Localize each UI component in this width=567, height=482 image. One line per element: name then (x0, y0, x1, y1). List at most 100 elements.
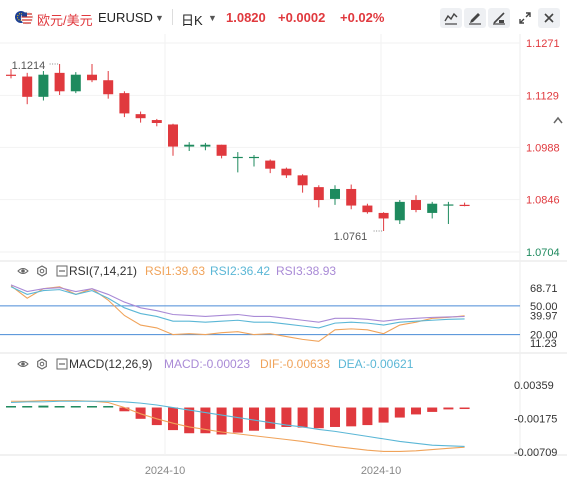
macd-bar (103, 406, 114, 408)
macd-bar (346, 407, 357, 427)
macd-bar (443, 407, 454, 410)
chevron-up-icon[interactable] (551, 110, 565, 132)
candle-body (103, 80, 114, 95)
macd-axis-label: -0.00175 (514, 414, 557, 426)
candle-body (411, 200, 421, 210)
candlestick-chart[interactable]: 1.1271 1.1129 1.0988 1.0846 1.0704 2024-10 202… (0, 34, 567, 482)
high-price-label: 1.1214 (12, 60, 46, 72)
rsi1-value: RSI1:39.63 (145, 264, 206, 278)
rsi-axis-label: 68.71 (530, 283, 558, 295)
symbol-dropdown-icon[interactable]: ▼ (155, 13, 164, 23)
price-axis-label: 1.0846 (526, 195, 560, 207)
macd-label: MACD(12,26,9) (69, 357, 153, 371)
macd-bar (232, 407, 243, 433)
rsi-line (10, 285, 465, 342)
date-axis-label: 2024-10 (145, 465, 185, 477)
price-axis-label: 1.1129 (526, 90, 559, 102)
macd-bar (87, 406, 97, 408)
macd-bar (249, 407, 259, 431)
symbol-code[interactable]: EURUSD (98, 10, 153, 25)
eye-icon[interactable] (17, 358, 29, 370)
pencil-icon (469, 13, 481, 25)
macd-bar (6, 406, 16, 408)
candle-body (362, 205, 373, 213)
candle-body (394, 201, 405, 221)
timeframe-select[interactable]: 日K (181, 13, 203, 28)
collapse-icon[interactable] (56, 265, 68, 277)
collapse-icon[interactable] (56, 358, 68, 370)
eye-icon[interactable] (17, 265, 29, 277)
rsi3-value: RSI3:38.93 (276, 264, 337, 278)
candle-body (330, 188, 340, 199)
macd-bar (168, 407, 178, 431)
candle-body (313, 187, 324, 201)
close-icon (544, 13, 554, 23)
draw-tool-button[interactable] (464, 8, 486, 28)
toolbar-divider (172, 9, 173, 25)
candle-body (87, 74, 97, 81)
rsi-line (10, 286, 465, 329)
adjust-icon (493, 12, 505, 25)
chart-header: 欧元/美元 EURUSD ▼ 日K ▼ 1.0820 +0.0002 +0.02… (0, 0, 567, 34)
price-axis-label: 1.0988 (526, 142, 560, 154)
price-axis-label: 1.1271 (526, 38, 560, 50)
price-axis-label: 1.0704 (526, 247, 560, 259)
price-change: +0.0002 (278, 10, 326, 25)
candle-body (378, 212, 389, 219)
macd-bar (427, 407, 438, 412)
rsi2-value: RSI2:36.42 (210, 264, 271, 278)
macd-bar (313, 407, 324, 429)
low-price-label: 1.0761 (334, 231, 368, 243)
dea-line (10, 400, 465, 448)
gear-icon[interactable] (36, 358, 48, 370)
close-button[interactable] (538, 8, 560, 28)
price-change-percent: +0.02% (340, 10, 385, 25)
candle-body (249, 156, 259, 159)
macd-bar (297, 407, 308, 428)
macd-bar (265, 407, 276, 429)
candle-body (70, 74, 81, 92)
candle-body (443, 204, 454, 206)
dea-value: DEA:-0.00621 (338, 357, 414, 371)
candle-body (281, 168, 292, 176)
macd-bar (70, 406, 81, 408)
rsi-line (10, 284, 465, 323)
macd-bar (281, 407, 292, 427)
candle-body (459, 204, 470, 207)
candle-body (119, 93, 130, 114)
indicator-icon (444, 12, 458, 25)
last-price: 1.0820 (226, 10, 266, 25)
candle-body (38, 74, 49, 97)
candle-body (184, 144, 195, 147)
candle-body (297, 175, 308, 186)
timeframe-dropdown-icon[interactable]: ▼ (208, 13, 217, 23)
expand-icon (519, 12, 531, 24)
macd-bar (135, 407, 146, 419)
macd-bar (411, 407, 421, 415)
rsi-axis-label: 11.23 (530, 338, 557, 350)
dif-value: DIF:-0.00633 (260, 357, 331, 371)
candle-body (135, 114, 146, 119)
gear-icon[interactable] (36, 265, 48, 277)
candle-body (216, 144, 227, 156)
macd-bar (216, 407, 227, 435)
macd-bar (459, 407, 470, 410)
rsi-axis-label: 39.97 (530, 311, 558, 323)
macd-axis-label: 0.00359 (514, 380, 554, 392)
candle-body (151, 120, 162, 123)
fullscreen-button[interactable] (514, 8, 536, 28)
indicator-button[interactable] (440, 8, 462, 28)
rsi-axis-label: 50.00 (530, 301, 558, 313)
macd-bar (330, 407, 340, 427)
candle-body (22, 76, 33, 97)
candle-body (200, 144, 211, 147)
symbol-name[interactable]: 欧元/美元 (37, 13, 93, 28)
macd-bar (151, 407, 162, 426)
chart-settings-button[interactable] (488, 8, 510, 28)
candle-body (54, 72, 65, 92)
macd-axis-label: -0.00709 (514, 447, 557, 459)
candle-body (168, 124, 178, 147)
rsi-axis-label: 20.00 (530, 330, 558, 342)
date-axis-label: 2024-10 (361, 465, 401, 477)
candle-body (427, 203, 438, 213)
